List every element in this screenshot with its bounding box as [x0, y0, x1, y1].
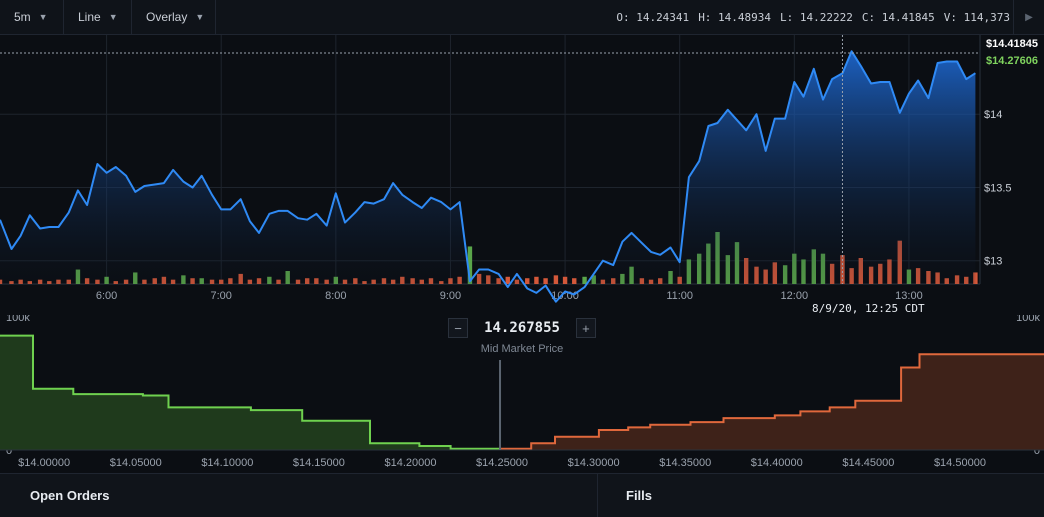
- mid-market-price: 14.267855: [484, 320, 560, 336]
- current-price-tag: $14.41845: [982, 36, 1044, 52]
- play-icon[interactable]: ▶: [1013, 0, 1044, 34]
- asks-area: [500, 354, 1044, 450]
- overlay-select[interactable]: Overlay ▼: [132, 0, 216, 34]
- bids-line: [0, 334, 500, 450]
- ohlc-volume: V: 114,373: [943, 10, 1010, 24]
- mid-market-widget: − 14.267855 + Mid Market Price: [444, 318, 600, 355]
- ohlc-open: O: 14.24341: [616, 10, 690, 24]
- depth-y-tick-left: 0: [6, 445, 12, 457]
- volume-bar: [582, 276, 587, 284]
- price-chart[interactable]: 6:00 7:00 8:00 9:00 10:00 11:00 12:00 13:00 $14 $…: [0, 35, 1044, 315]
- x-tick-label: 11:00: [666, 290, 693, 302]
- depth-y-tick-left: 100k: [6, 315, 30, 324]
- price-chart-svg[interactable]: 6:00 7:00 8:00 9:00 10:00 11:00 12:00 13:00$14$…: [0, 35, 1044, 315]
- y-tick-label: $14: [984, 109, 1002, 121]
- volume-bar: [505, 276, 510, 284]
- depth-y-tick-right: 100k: [1016, 315, 1040, 324]
- chevron-down-icon: ▼: [38, 12, 48, 22]
- x-tick-label: 13:00: [895, 290, 923, 302]
- depth-x-tick-label: $14.30000: [568, 457, 620, 469]
- price-area: [0, 51, 976, 302]
- depth-x-tick-label: $14.50000: [934, 457, 986, 469]
- depth-y-tick-right: 0: [1034, 445, 1040, 457]
- ohlc-high: H: 14.48934: [698, 10, 772, 24]
- depth-x-tick-label: $14.35000: [659, 457, 711, 469]
- chart-type-select[interactable]: Line ▼: [64, 0, 132, 34]
- volume-bar: [543, 278, 548, 284]
- depth-x-tick-label: $14.25000: [476, 457, 528, 469]
- depth-x-tick-label: $14.45000: [842, 457, 894, 469]
- y-tick-label: $13.5: [984, 182, 1012, 194]
- interval-label: 5m: [14, 10, 31, 24]
- x-tick-label: 6:00: [96, 290, 117, 302]
- zoom-in-button[interactable]: +: [575, 318, 596, 338]
- volume-bar: [467, 246, 473, 284]
- y-tick-label: $13: [984, 256, 1002, 268]
- x-tick-label: 8:00: [325, 290, 346, 302]
- volume-bar: [534, 276, 539, 284]
- overlay-label: Overlay: [146, 10, 188, 24]
- open-orders-tab[interactable]: Open Orders: [30, 488, 110, 503]
- x-tick-label: 7:00: [211, 290, 232, 302]
- volume-bar: [572, 278, 577, 284]
- mid-market-label: Mid Market Price: [480, 343, 564, 355]
- depth-x-tick-label: $14.00000: [18, 457, 70, 469]
- zoom-out-button[interactable]: −: [448, 318, 469, 338]
- depth-x-tick-label: $14.10000: [201, 457, 253, 469]
- chevron-down-icon: ▼: [108, 12, 118, 22]
- depth-x-tick-label: $14.05000: [110, 457, 162, 469]
- depth-x-tick-label: $14.15000: [293, 457, 345, 469]
- depth-x-tick-label: $14.20000: [384, 457, 436, 469]
- volume-bar: [525, 278, 530, 284]
- depth-chart[interactable]: 100k100k50k50k00$14.00000$14.05000$14.10…: [0, 312, 1044, 473]
- volume-bar: [973, 272, 978, 284]
- ohlc-low: L: 14.22222: [780, 10, 853, 24]
- price-line: [0, 50, 976, 303]
- chart-toolbar: 5m ▼ Line ▼ Overlay ▼ O: 14.24341 H: 14.…: [0, 0, 1044, 35]
- chart-type-label: Line: [78, 10, 101, 24]
- interval-select[interactable]: 5m ▼: [0, 0, 64, 34]
- crosshair-time-label: 8/9/20, 12:25 CDT: [812, 302, 925, 315]
- bids-area: [0, 335, 501, 450]
- panel-divider: [597, 474, 598, 517]
- x-tick-label: 9:00: [440, 290, 461, 302]
- bottom-panels: Open Orders Fills: [0, 473, 1044, 517]
- mid-price-tag: $14.27606: [982, 53, 1044, 69]
- fills-tab[interactable]: Fills: [626, 488, 653, 503]
- ohlc-readout: O: 14.24341 H: 14.48934 L: 14.22222 C: 1…: [607, 0, 1010, 34]
- chevron-down-icon: ▼: [195, 12, 205, 22]
- depth-chart-svg[interactable]: 100k100k50k50k00$14.00000$14.05000$14.10…: [0, 312, 1044, 473]
- depth-x-tick-label: $14.40000: [751, 457, 803, 469]
- volume-bar: [562, 276, 568, 284]
- ohlc-close: C: 14.41845: [861, 10, 935, 24]
- volume-bar: [553, 275, 559, 284]
- x-tick-label: 12:00: [781, 290, 809, 302]
- asks-line: [500, 353, 1044, 450]
